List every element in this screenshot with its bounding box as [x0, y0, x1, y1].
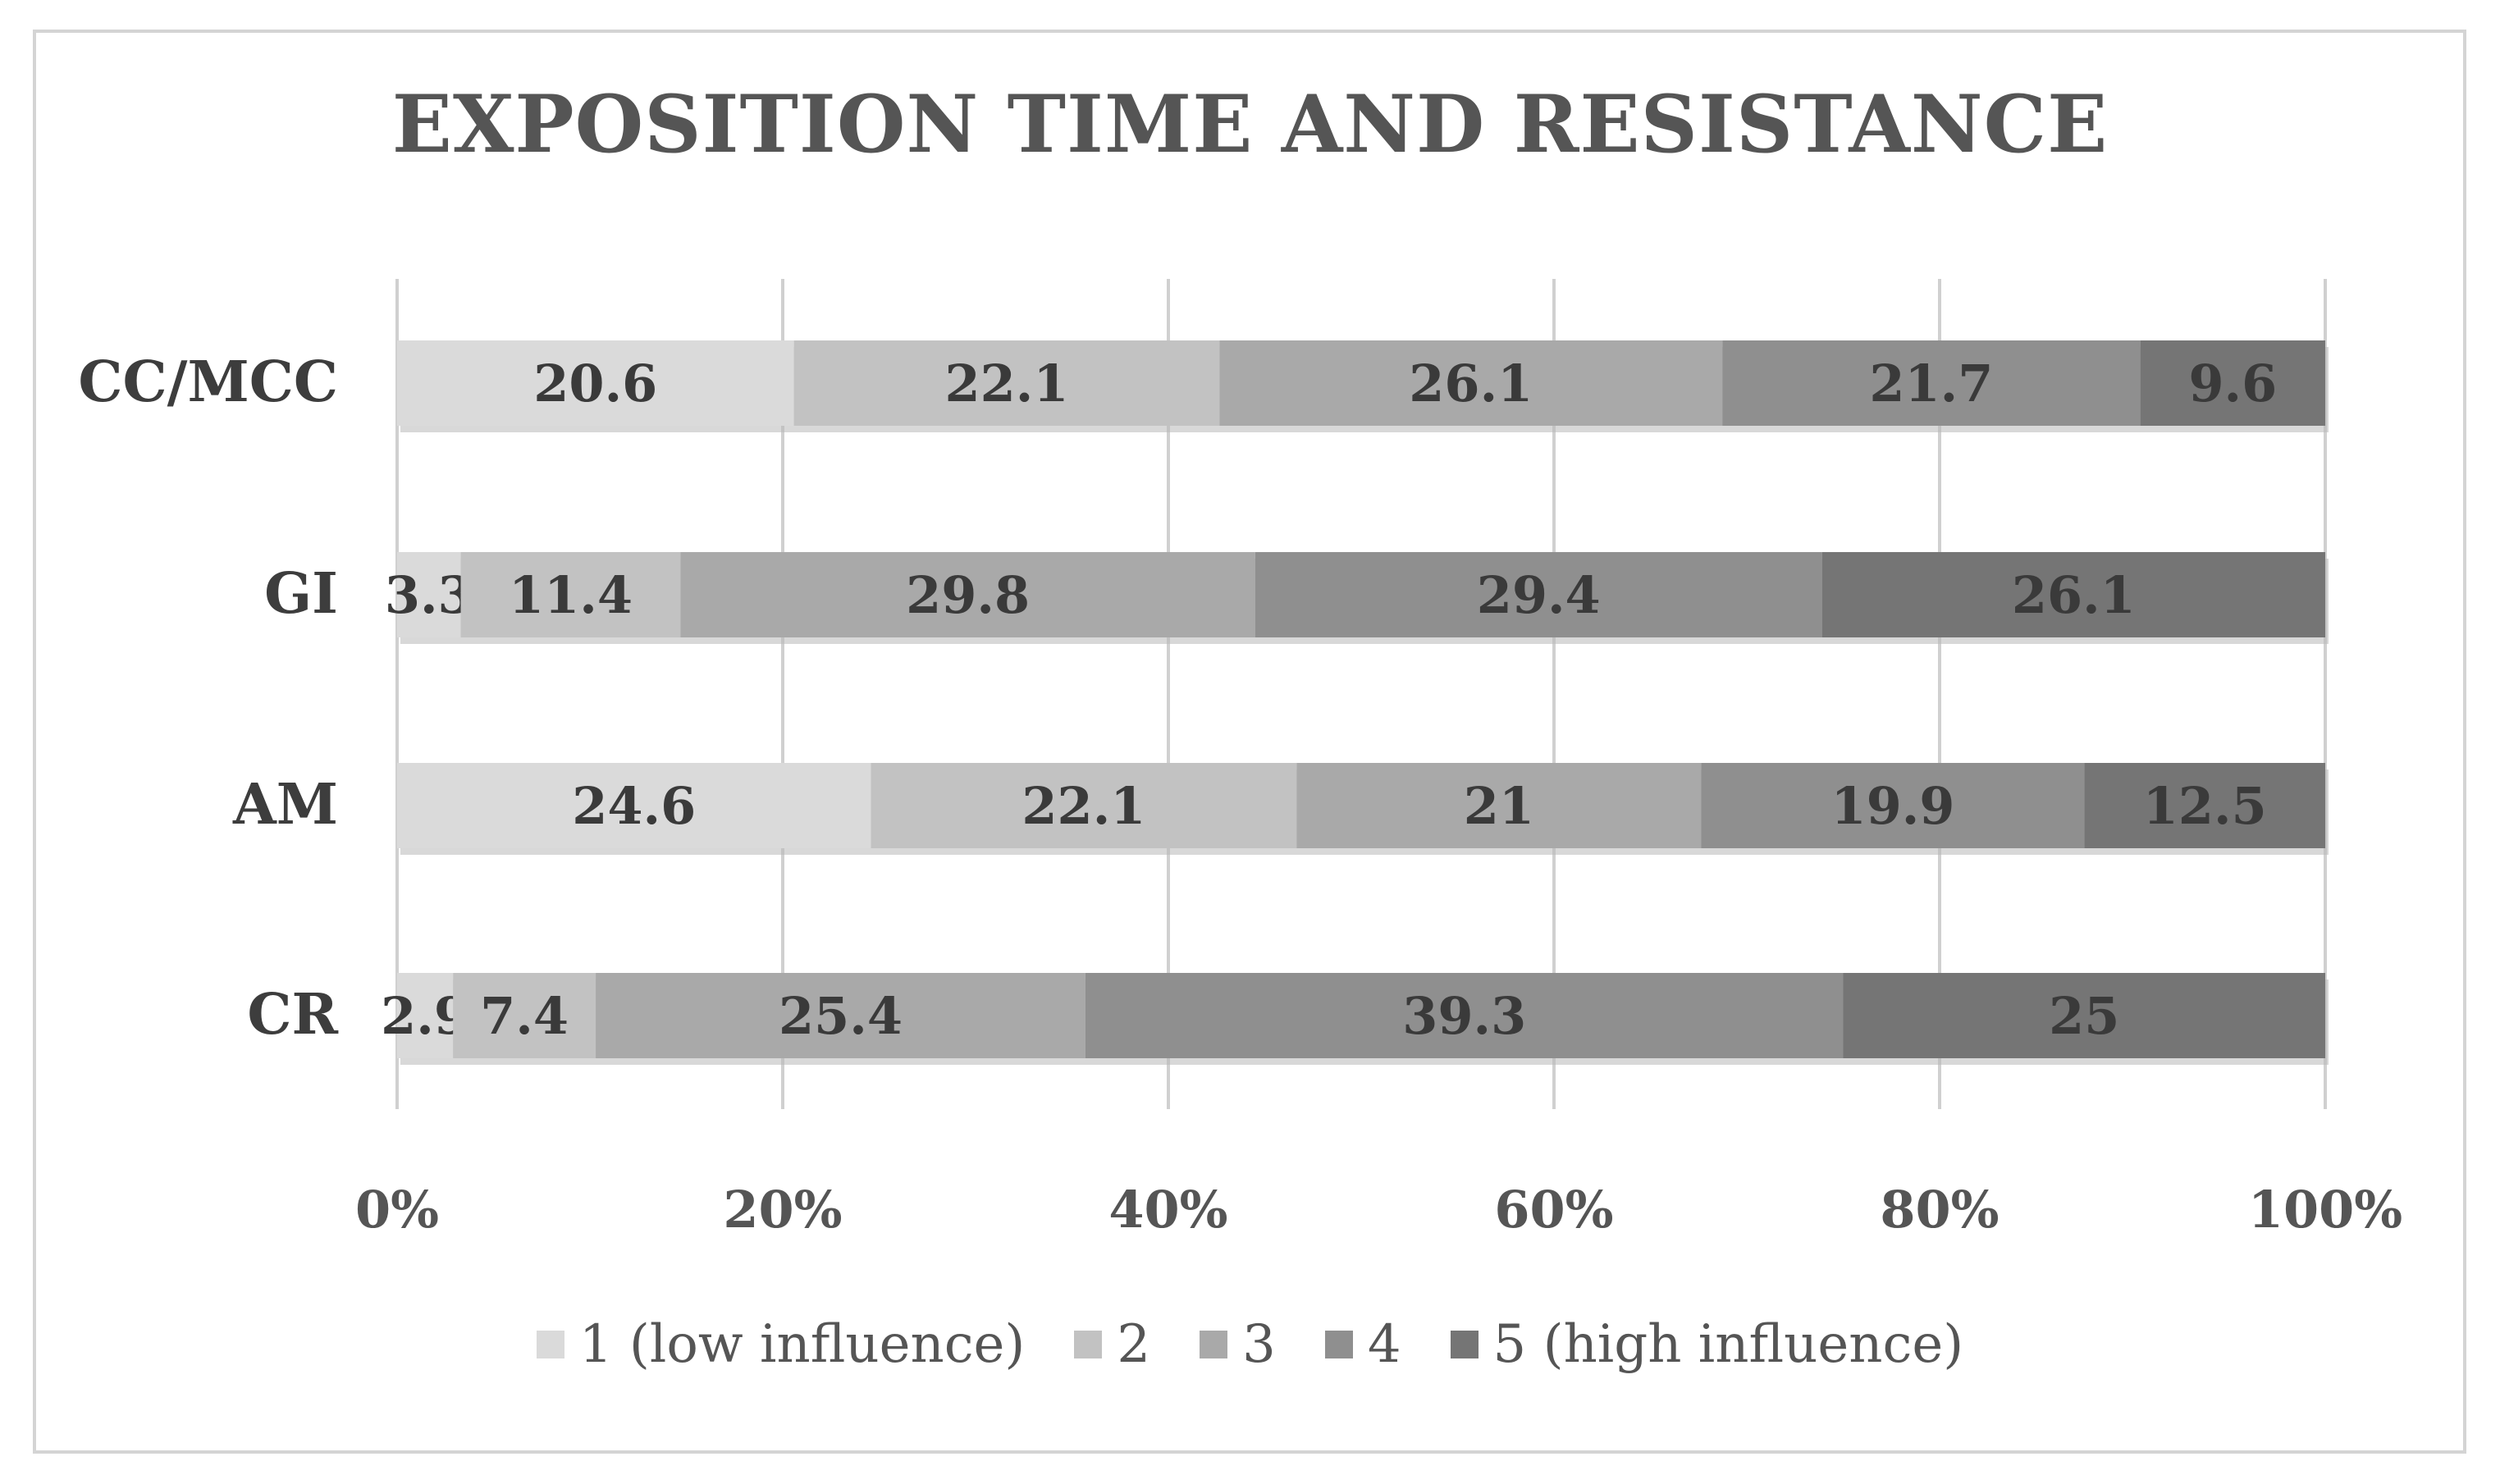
bar-segment — [793, 340, 1220, 426]
data-label: 21 — [1464, 776, 1534, 836]
bar-segment — [1085, 973, 1844, 1058]
data-label: 22.1 — [945, 354, 1069, 413]
legend: 1 (low influence) 2 3 4 5 (high influence) — [0, 1314, 2500, 1375]
category-label: CC/MCC — [78, 349, 338, 415]
data-label: 21.7 — [1869, 354, 1993, 413]
data-label: 24.6 — [572, 776, 696, 836]
data-label: 20.6 — [533, 354, 657, 413]
data-label: 26.1 — [2012, 565, 2136, 625]
legend-label: 4 — [1367, 1314, 1401, 1375]
legend-swatch — [1200, 1331, 1228, 1358]
data-label: 26.1 — [1409, 354, 1533, 413]
chart-title: EXPOSITION TIME AND RESISTANCE — [391, 78, 2109, 171]
bar-segment — [1701, 763, 2085, 848]
data-label: 25.4 — [779, 986, 903, 1046]
x-tick-label: 80% — [1880, 1180, 1999, 1240]
bar-segment — [397, 552, 461, 637]
data-label: 25 — [2049, 986, 2119, 1046]
data-label: 12.5 — [2143, 776, 2267, 836]
data-label: 29.4 — [1477, 565, 1601, 625]
bar-segment — [596, 973, 1085, 1058]
bar-segment — [1255, 552, 1822, 637]
legend-label: 3 — [1242, 1314, 1276, 1375]
bar-segment — [2140, 340, 2325, 426]
bar-segment — [397, 763, 871, 848]
bar-segment — [680, 552, 1255, 637]
bar-segment — [1722, 340, 2141, 426]
legend-swatch — [1450, 1331, 1479, 1358]
bar-segment — [1296, 763, 1702, 848]
legend-item: 3 — [1200, 1314, 1276, 1375]
legend-label: 5 (high influence) — [1492, 1314, 1964, 1375]
data-label: 11.4 — [509, 565, 633, 625]
legend-item: 1 (low influence) — [536, 1314, 1026, 1375]
x-tick-label: 40% — [1108, 1180, 1227, 1240]
bar-segment — [2084, 763, 2325, 848]
legend-label: 1 (low influence) — [578, 1314, 1026, 1375]
legend-swatch — [1324, 1331, 1353, 1358]
data-label: 3.3 — [385, 565, 473, 625]
legend-item: 5 (high influence) — [1450, 1314, 1964, 1375]
data-label: 7.4 — [480, 986, 569, 1046]
data-label: 9.6 — [2188, 354, 2277, 413]
chart-frame — [33, 30, 2466, 1454]
bar-segment — [1821, 552, 2325, 637]
x-tick-label: 100% — [2248, 1180, 2402, 1240]
legend-label: 2 — [1117, 1314, 1151, 1375]
bar-segment — [397, 973, 454, 1058]
bar-segment — [1843, 973, 2325, 1058]
bar-segment — [460, 552, 681, 637]
category-label: AM — [232, 772, 338, 838]
bar-segment — [397, 340, 794, 426]
legend-swatch — [1074, 1331, 1103, 1358]
legend-item: 2 — [1074, 1314, 1150, 1375]
bar-segment — [453, 973, 596, 1058]
legend-item: 4 — [1324, 1314, 1401, 1375]
x-tick-label: 20% — [723, 1180, 842, 1240]
legend-swatch — [536, 1331, 564, 1358]
data-label: 22.1 — [1021, 776, 1145, 836]
bar-segment — [871, 763, 1297, 848]
data-label: 29.8 — [906, 565, 1030, 625]
data-label: 19.9 — [1830, 776, 1954, 836]
category-label: CR — [247, 982, 338, 1048]
x-tick-label: 0% — [355, 1180, 439, 1240]
bar-segment — [1219, 340, 1723, 426]
category-label: GI — [264, 561, 338, 627]
data-label: 39.3 — [1402, 986, 1526, 1046]
x-tick-label: 60% — [1494, 1180, 1613, 1240]
